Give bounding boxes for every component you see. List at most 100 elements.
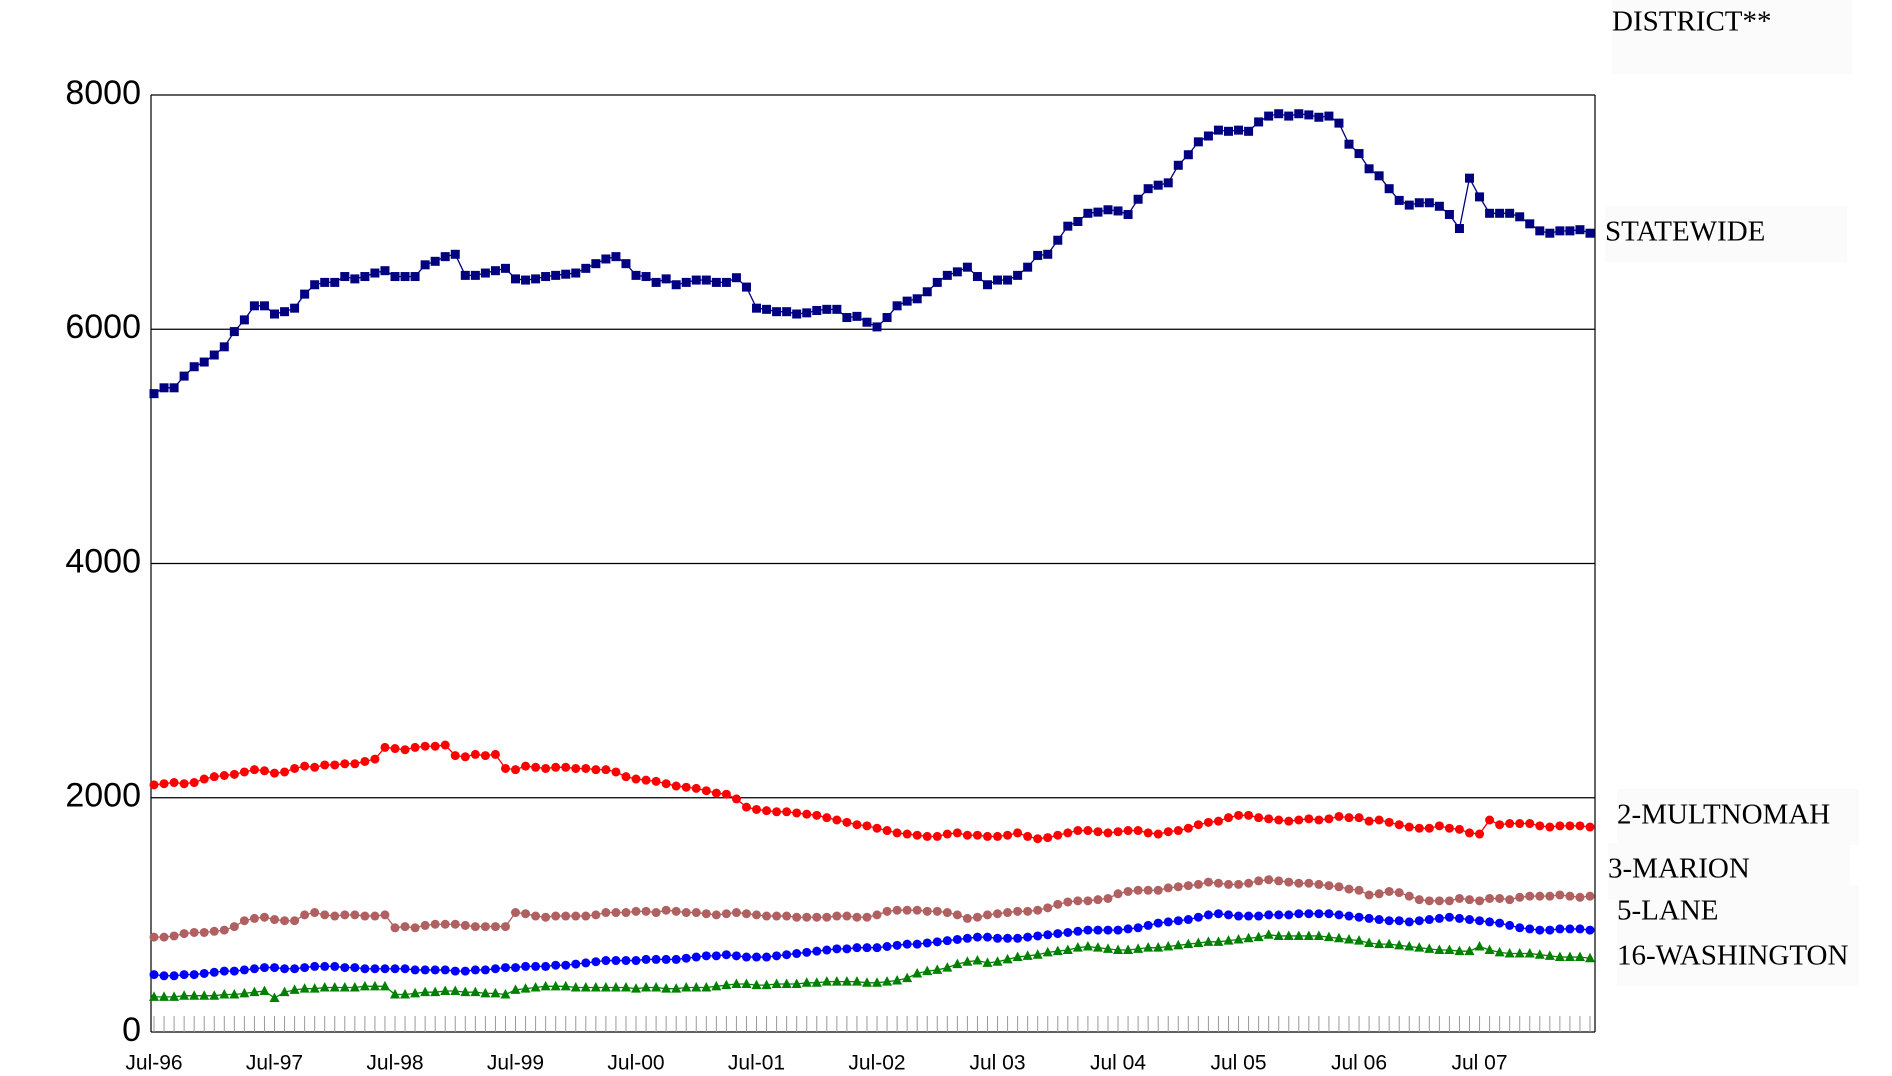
marker (681, 981, 692, 992)
marker (339, 981, 350, 992)
marker (1033, 905, 1043, 915)
marker (209, 990, 220, 1000)
marker (1324, 881, 1334, 891)
marker (671, 781, 681, 791)
marker (1083, 826, 1093, 836)
marker (802, 308, 812, 318)
marker (541, 272, 551, 282)
marker (882, 826, 892, 836)
marker (1394, 195, 1404, 205)
series-label: 16-WASHINGTON (1617, 940, 1849, 972)
marker (1163, 883, 1173, 893)
marker (752, 804, 762, 814)
marker (1264, 910, 1274, 920)
marker (761, 979, 772, 990)
marker (721, 950, 731, 960)
marker (1374, 915, 1384, 925)
marker (1354, 912, 1364, 922)
marker (370, 911, 380, 921)
marker (1374, 938, 1385, 949)
marker (1284, 111, 1294, 121)
marker (1414, 198, 1424, 208)
marker (701, 981, 712, 992)
marker (380, 742, 390, 752)
marker (872, 322, 882, 332)
marker (209, 926, 219, 936)
marker (551, 911, 561, 921)
marker (1333, 932, 1344, 943)
marker (239, 965, 249, 975)
marker (149, 389, 159, 399)
marker (1113, 827, 1123, 837)
marker (1585, 925, 1595, 935)
marker (1143, 885, 1153, 895)
legend-title: DISTRICT** (1612, 6, 1772, 38)
marker (531, 762, 541, 772)
marker (822, 304, 832, 314)
marker (1334, 882, 1344, 892)
marker (189, 778, 199, 788)
marker (661, 983, 672, 993)
marker (259, 301, 269, 311)
marker (1565, 821, 1575, 831)
marker (1213, 936, 1224, 946)
marker (229, 327, 239, 337)
marker (620, 981, 631, 992)
marker (199, 774, 209, 784)
marker (691, 783, 701, 793)
marker (1023, 932, 1033, 942)
marker (701, 951, 711, 961)
marker (420, 260, 430, 270)
marker (280, 307, 290, 317)
marker (551, 762, 561, 772)
marker (1042, 946, 1053, 957)
marker (631, 983, 642, 993)
marker (1203, 131, 1213, 141)
marker (480, 965, 490, 975)
marker (1434, 821, 1444, 831)
marker (1153, 942, 1164, 952)
marker (922, 831, 932, 841)
marker (912, 967, 923, 978)
marker (581, 958, 591, 968)
marker (651, 776, 661, 786)
marker (500, 922, 510, 932)
marker (551, 270, 561, 280)
marker (952, 910, 962, 920)
marker (1193, 137, 1203, 147)
marker (1545, 891, 1555, 901)
marker (932, 906, 942, 916)
marker (1454, 824, 1464, 834)
marker (1314, 909, 1324, 919)
marker (320, 277, 330, 287)
marker (942, 936, 952, 946)
marker (691, 275, 701, 285)
y-tick-label: 0 (122, 1011, 141, 1049)
marker (1554, 951, 1565, 962)
marker (1444, 912, 1454, 922)
marker (1384, 184, 1394, 194)
marker (521, 275, 531, 285)
marker (440, 965, 450, 975)
marker (1485, 208, 1495, 218)
marker (369, 980, 380, 991)
marker (942, 908, 952, 918)
marker (270, 963, 280, 973)
marker (410, 742, 420, 752)
marker (972, 932, 982, 942)
marker (179, 929, 189, 939)
marker (872, 977, 883, 987)
marker (641, 906, 651, 916)
marker (1123, 826, 1133, 836)
series-label: 3-MARION (1608, 853, 1750, 885)
marker (691, 908, 701, 918)
marker (993, 909, 1003, 919)
marker (1414, 895, 1424, 905)
marker (1003, 933, 1013, 943)
marker (1364, 816, 1374, 826)
marker (179, 990, 190, 1000)
marker (1545, 925, 1555, 935)
x-tick-label: Jul-99 (487, 1052, 544, 1075)
marker (912, 905, 922, 915)
marker (600, 981, 611, 992)
